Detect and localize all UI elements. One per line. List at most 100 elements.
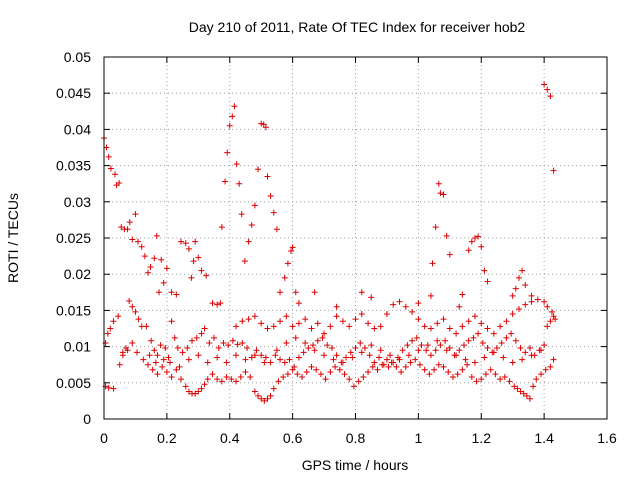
data-point — [214, 376, 221, 383]
data-point — [253, 347, 260, 354]
data-point — [203, 272, 210, 279]
data-point — [465, 247, 472, 254]
data-point — [222, 178, 229, 185]
data-point — [517, 345, 524, 352]
data-point — [437, 342, 444, 349]
data-point — [239, 339, 246, 346]
data-point — [365, 320, 372, 327]
data-point — [522, 349, 529, 356]
data-point — [229, 337, 236, 344]
data-point — [453, 352, 460, 359]
data-point — [482, 371, 489, 378]
data-point — [157, 342, 164, 349]
data-point — [214, 301, 221, 308]
data-point — [544, 303, 551, 310]
data-point — [492, 371, 499, 378]
data-point — [295, 300, 302, 307]
data-point — [415, 300, 422, 307]
data-point — [178, 376, 185, 383]
x-axis-title: GPS time / hours — [302, 457, 409, 473]
data-point — [313, 366, 320, 373]
data-point — [432, 347, 439, 354]
data-point — [497, 323, 504, 330]
data-point — [168, 318, 175, 325]
data-point — [317, 371, 324, 378]
data-point — [234, 341, 241, 348]
x-tick-label: 0 — [100, 430, 108, 446]
data-point — [440, 316, 447, 323]
data-point — [404, 342, 411, 349]
data-point — [358, 311, 365, 318]
data-point — [470, 334, 477, 341]
data-point — [188, 274, 195, 281]
data-point — [388, 359, 395, 366]
data-point — [377, 323, 384, 330]
data-point — [305, 345, 312, 352]
data-point — [295, 354, 302, 361]
data-point — [409, 308, 416, 315]
data-point — [429, 260, 436, 267]
data-point — [346, 376, 353, 383]
data-point — [390, 301, 397, 308]
data-point — [490, 330, 497, 337]
data-point — [336, 366, 343, 373]
data-point — [416, 361, 423, 368]
data-point — [434, 320, 441, 327]
data-point — [107, 165, 114, 172]
data-point — [465, 318, 472, 325]
data-point — [398, 368, 405, 375]
data-point — [360, 374, 367, 381]
data-point — [520, 390, 527, 397]
data-point — [110, 385, 117, 392]
data-point — [349, 354, 356, 361]
data-point — [165, 354, 172, 361]
data-point — [288, 248, 295, 255]
data-point — [132, 211, 139, 218]
data-point — [217, 300, 224, 307]
data-point — [281, 274, 288, 281]
data-point — [371, 359, 378, 366]
data-point — [374, 366, 381, 373]
data-point — [528, 298, 535, 305]
data-point — [415, 347, 422, 354]
data-point — [523, 392, 530, 399]
y-tick-label: 0.025 — [56, 230, 91, 246]
data-point — [237, 374, 244, 381]
data-point — [258, 120, 265, 127]
data-point — [379, 361, 386, 368]
data-point — [104, 330, 111, 337]
data-point — [258, 320, 265, 327]
data-point — [261, 397, 268, 404]
data-point — [242, 356, 249, 363]
data-point — [542, 366, 549, 373]
data-point — [102, 339, 109, 346]
data-point — [264, 325, 271, 332]
data-point — [550, 356, 557, 363]
data-point — [475, 330, 482, 337]
data-point — [515, 305, 522, 312]
data-point — [206, 339, 213, 346]
data-point — [515, 274, 522, 281]
data-point — [198, 267, 205, 274]
data-point — [328, 345, 335, 352]
data-point — [143, 323, 150, 330]
data-point — [284, 371, 291, 378]
data-point — [405, 352, 412, 359]
data-point — [475, 233, 482, 240]
data-point — [264, 395, 271, 402]
data-point — [544, 86, 551, 93]
data-point — [115, 313, 122, 320]
data-point — [149, 366, 156, 373]
data-point — [396, 298, 403, 305]
data-point — [383, 356, 390, 363]
data-point — [154, 371, 161, 378]
data-point — [182, 383, 189, 390]
data-point — [184, 345, 191, 352]
data-point — [289, 244, 296, 251]
data-point — [308, 363, 315, 370]
data-point — [330, 356, 337, 363]
data-point — [547, 93, 554, 100]
data-point — [478, 376, 485, 383]
data-point — [198, 330, 205, 337]
